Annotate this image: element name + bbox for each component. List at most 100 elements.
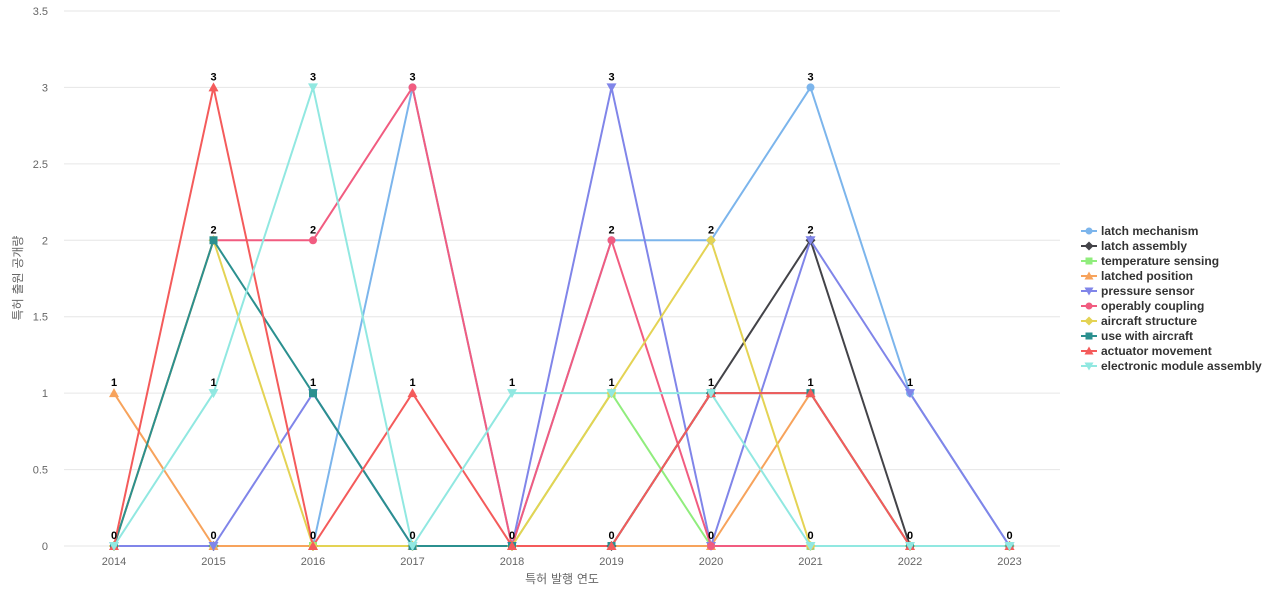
y-tick-label: 1.5 [33,312,48,324]
series-8-point [507,541,517,550]
y-tick-label: 3 [42,82,48,94]
x-tick-label: 2023 [997,556,1021,568]
series-5-point [309,236,317,245]
data-label: 1 [111,377,117,389]
data-label: 0 [708,530,714,542]
y-axis-title: 특허 출원 공개량 [11,236,25,321]
legend-marker [1084,316,1094,326]
series-9-point [109,542,119,551]
legend-item[interactable]: pressure sensor [1081,284,1195,298]
series-8-point [407,388,418,398]
x-tick-label: 2019 [599,556,623,568]
legend-label: operably coupling [1101,299,1204,313]
data-label: 1 [310,377,316,389]
legend-item[interactable]: latched position [1081,269,1193,283]
legend-item[interactable]: actuator movement [1081,344,1212,358]
data-label: 0 [310,530,316,542]
data-label: 1 [608,377,614,389]
series-5-point [408,83,417,92]
data-label-layer: 1 0 3 2 1 0 3 2 1 0 3 1 0 1 0 3 2 1 0 2 1 0 3 2 1 0 1 0 0 [111,71,1013,542]
legend-marker [1084,241,1094,251]
marker-layer [109,82,1015,551]
data-label: 1 [807,377,813,389]
legend-label: actuator movement [1101,344,1212,358]
data-label: 2 [210,224,216,236]
legend-label: pressure sensor [1101,284,1195,298]
legend-label: latch assembly [1101,239,1187,253]
data-label: 3 [807,71,813,83]
legend-label: latched position [1101,269,1193,283]
legend-marker [1084,287,1094,296]
x-tick-label: 2017 [400,556,424,568]
legend-item[interactable]: temperature sensing [1081,254,1219,268]
legend-item[interactable]: electronic module assembly [1081,359,1262,373]
legend-item[interactable]: use with aircraft [1081,329,1193,343]
x-tick-label: 2020 [699,556,723,568]
data-label: 1 [509,377,515,389]
legend-item[interactable]: aircraft structure [1081,314,1197,328]
legend-item[interactable]: latch assembly [1081,239,1187,253]
series-9-point [208,389,219,399]
series-4-point [905,389,915,399]
series-9-point [905,542,915,551]
legend-item[interactable]: latch mechanism [1081,224,1198,238]
series-9-point [308,83,318,93]
y-tick-label: 1 [42,388,48,400]
x-tick-label: 2021 [798,556,822,568]
legend-label: use with aircraft [1101,329,1193,343]
legend-marker [1085,257,1093,265]
legend-item[interactable]: operably coupling [1081,299,1204,313]
data-label: 0 [608,530,614,542]
data-label: 0 [210,530,216,542]
y-tick-label: 0.5 [33,465,48,477]
y-tick-label: 3.5 [33,6,48,18]
series-8-point [805,388,816,398]
data-label: 1 [409,377,415,389]
data-label: 3 [310,71,316,83]
y-tick-label: 2.5 [33,159,48,171]
data-label: 2 [708,224,714,236]
data-label: 2 [807,224,813,236]
data-label: 1 [210,377,216,389]
series-9-point [805,542,816,551]
legend-marker [1084,346,1094,355]
legend-marker [1085,227,1093,235]
x-tick-label: 2016 [301,556,325,568]
x-tick-label: 2018 [500,556,524,568]
x-tick-label: 2022 [898,556,922,568]
data-label: 0 [509,530,515,542]
series-9-point [407,542,418,551]
data-label: 1 [907,377,913,389]
series-8-point [308,541,318,550]
series-0-point [806,83,815,92]
x-axis-title: 특허 발행 연도 [525,571,599,586]
series-7-point [309,389,317,398]
legend-marker [1085,302,1093,310]
series-layer [113,86,1011,547]
x-tick-label: 2014 [102,556,126,568]
axis-layer: 특허 발행 연도 특허 출원 공개량 0 0.5 1 1.5 2 2.5 3 3.5 2014 2… [11,6,1022,586]
data-label: 0 [907,530,913,542]
y-tick-label: 2 [42,235,48,247]
series-5-point [707,542,715,550]
data-label: 1 [708,377,714,389]
series-line-8 [113,86,1010,547]
legend-label: latch mechanism [1101,224,1198,238]
data-label: 0 [1006,530,1012,542]
legend-label: temperature sensing [1101,254,1219,268]
data-label: 2 [310,224,316,236]
series-line-9 [113,86,1010,547]
series-9-point [1004,542,1015,551]
data-label: 2 [608,224,614,236]
series-4-point [606,83,617,93]
data-label: 0 [111,530,117,542]
data-label: 0 [807,530,813,542]
data-label: 3 [409,71,415,83]
series-9-point [507,389,517,399]
y-tick-label: 0 [42,541,48,553]
series-9-point [706,389,716,399]
series-3-point [109,388,119,398]
data-label: 3 [210,71,216,83]
